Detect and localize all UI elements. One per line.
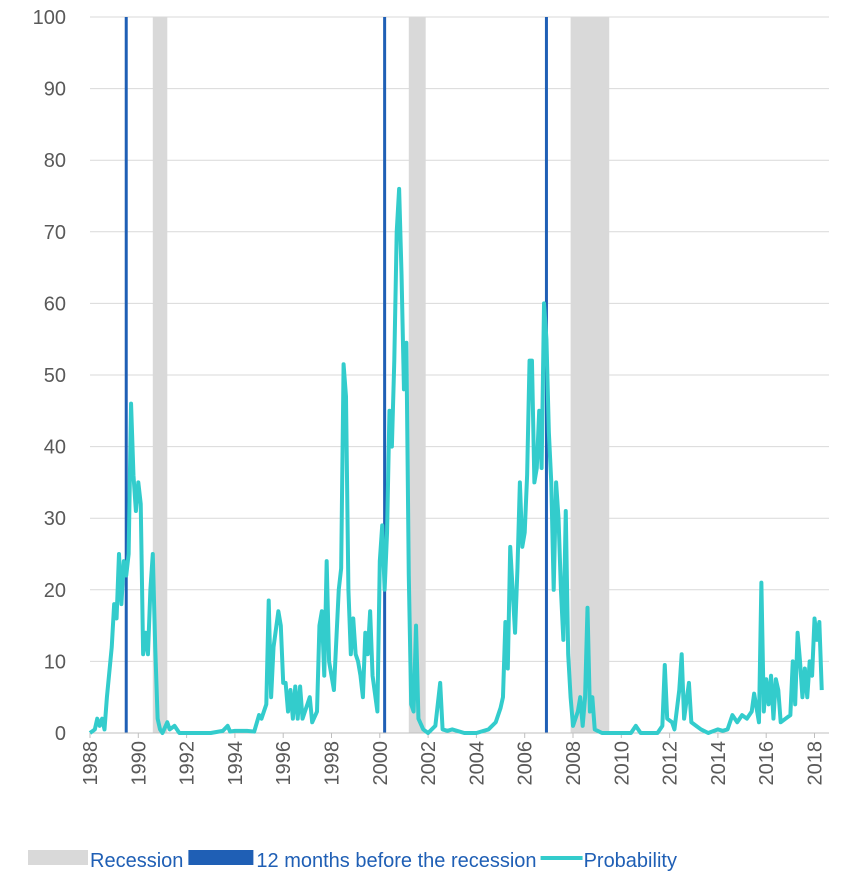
x-tick-label: 2006 (515, 741, 537, 786)
legend-label: 12 months before the recession (256, 850, 536, 872)
y-tick-label: 40 (44, 437, 66, 459)
x-tick-label: 2018 (805, 741, 827, 786)
y-tick-label: 10 (44, 651, 66, 673)
x-tick-label: 2012 (660, 741, 682, 786)
x-tick-label: 2010 (611, 741, 633, 786)
x-tick-label: 1994 (225, 741, 247, 786)
x-tick-label: 1992 (177, 741, 199, 786)
x-tick-label: 1998 (322, 741, 344, 786)
x-tick-label: 1990 (128, 741, 150, 786)
x-tick-label: 2002 (418, 741, 440, 786)
legend-label: Probability (584, 850, 677, 872)
x-tick-label: 2016 (756, 741, 778, 786)
y-tick-label: 20 (44, 580, 66, 602)
recession-band (570, 17, 610, 733)
x-tick-label: 1988 (80, 741, 102, 786)
x-tick-label: 2008 (563, 741, 585, 786)
y-tick-label: 0 (55, 723, 66, 745)
y-tick-label: 90 (44, 79, 66, 101)
y-tick-label: 100 (33, 7, 66, 29)
recession-band (408, 17, 426, 733)
x-tick-label: 2000 (370, 741, 392, 786)
legend-swatch (28, 850, 88, 865)
y-tick-label: 70 (44, 222, 66, 244)
recession-band (152, 17, 168, 733)
y-tick-label: 30 (44, 508, 66, 530)
y-tick-label: 80 (44, 150, 66, 172)
legend-label: Recession (90, 850, 183, 872)
x-tick-label: 2004 (466, 741, 488, 786)
x-tick-label: 1996 (273, 741, 295, 786)
x-tick-label: 2014 (708, 741, 730, 786)
y-tick-label: 60 (44, 293, 66, 315)
legend-swatch (188, 850, 254, 865)
probability-line (88, 186, 824, 735)
y-tick-label: 50 (44, 365, 66, 387)
